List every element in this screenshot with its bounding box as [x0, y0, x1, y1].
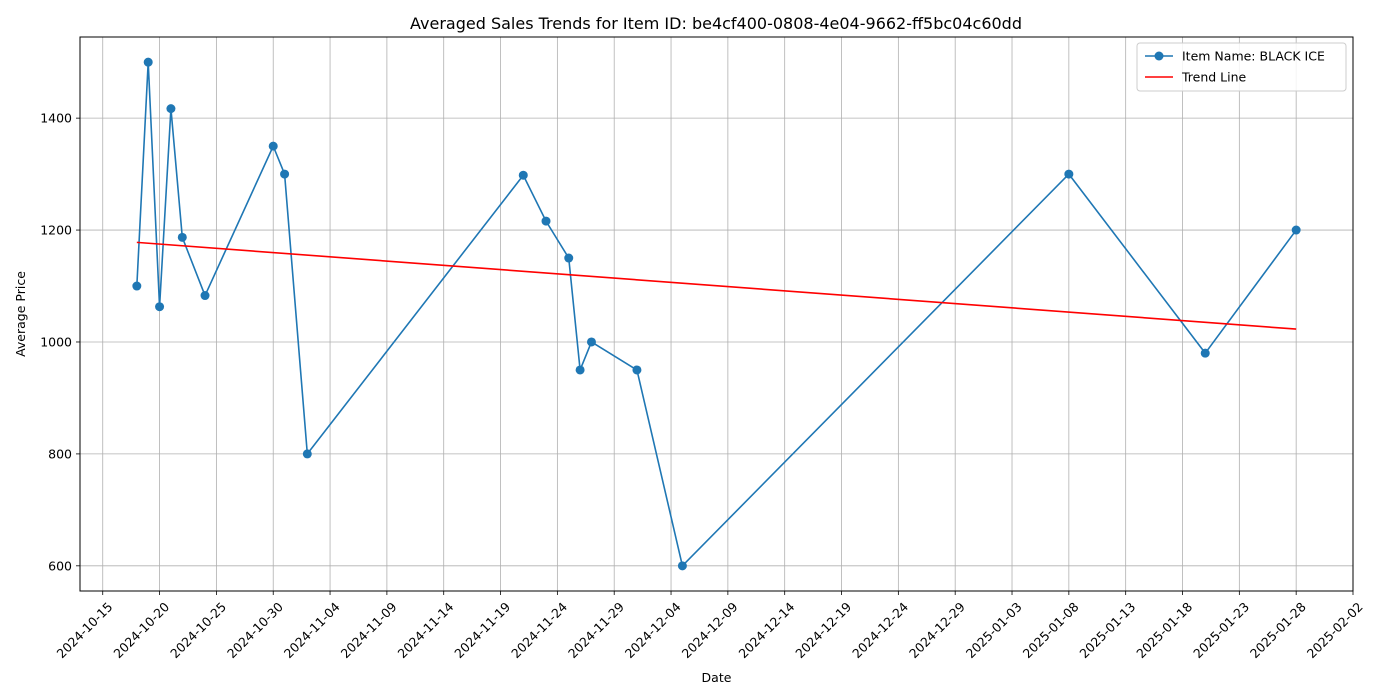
x-axis: 2024-10-152024-10-202024-10-252024-10-30…: [54, 591, 1366, 661]
x-tick-label: 2024-11-29: [565, 599, 627, 661]
data-point: [280, 169, 290, 179]
data-point: [586, 337, 596, 347]
x-tick-label: 2024-10-15: [54, 599, 116, 661]
x-axis-label: Date: [702, 670, 732, 685]
data-point: [155, 302, 165, 312]
y-tick-label: 1000: [40, 334, 72, 349]
x-tick-label: 2024-11-19: [451, 599, 513, 661]
legend-marker: [1154, 51, 1164, 61]
data-point: [143, 57, 153, 67]
legend: Item Name: BLACK ICE Trend Line: [1136, 42, 1347, 92]
x-tick-label: 2024-11-14: [394, 599, 456, 661]
x-tick-label: 2025-02-02: [1304, 599, 1366, 661]
data-point: [632, 365, 642, 375]
data-point: [132, 281, 142, 291]
x-tick-label: 2025-01-23: [1190, 599, 1252, 661]
x-tick-label: 2024-10-25: [167, 599, 229, 661]
x-tick-label: 2025-01-13: [1076, 599, 1138, 661]
data-point: [518, 170, 528, 180]
x-tick-label: 2024-11-24: [508, 599, 570, 661]
x-tick-label: 2024-12-14: [735, 599, 797, 661]
data-point: [1200, 348, 1210, 358]
axes-frame: [79, 36, 1354, 592]
x-tick-label: 2025-01-08: [1020, 599, 1082, 661]
x-tick-label: 2024-10-20: [110, 599, 172, 661]
x-tick-label: 2025-01-03: [963, 599, 1025, 661]
chart-title: Averaged Sales Trends for Item ID: be4cf…: [410, 14, 1022, 33]
data-point: [541, 216, 551, 226]
y-axis-label: Average Price: [13, 271, 28, 357]
x-tick-label: 2025-01-18: [1133, 599, 1195, 661]
legend-box: [1136, 42, 1347, 92]
data-point: [268, 141, 278, 151]
data-point: [564, 253, 574, 263]
y-tick-label: 1400: [40, 111, 72, 126]
grid: [80, 37, 1354, 591]
x-tick-label: 2024-12-04: [622, 599, 684, 661]
plot-area: [132, 57, 1301, 571]
x-tick-label: 2024-12-24: [849, 599, 911, 661]
series-line-black-ice: [136, 62, 1297, 568]
trend-line: [136, 241, 1297, 330]
x-tick-label: 2024-11-09: [338, 599, 400, 661]
x-tick-label: 2024-12-09: [679, 599, 741, 661]
data-point: [302, 449, 312, 459]
y-tick-label: 600: [48, 558, 72, 573]
x-tick-label: 2024-12-29: [906, 599, 968, 661]
legend-label: Trend Line: [1181, 70, 1247, 85]
x-tick-label: 2024-11-04: [281, 599, 343, 661]
data-point: [677, 561, 687, 571]
data-point: [1064, 169, 1074, 179]
legend-label: Item Name: BLACK ICE: [1182, 49, 1325, 64]
data-point: [200, 291, 210, 301]
y-tick-label: 1200: [40, 223, 72, 238]
x-tick-label: 2024-10-30: [224, 599, 286, 661]
y-tick-label: 800: [48, 446, 72, 461]
y-axis: 600 800 1000 1200 1400: [40, 111, 80, 573]
data-point: [166, 104, 176, 114]
data-point: [177, 232, 187, 242]
x-tick-label: 2025-01-28: [1247, 599, 1309, 661]
x-tick-label: 2024-12-19: [792, 599, 854, 661]
data-point: [1291, 225, 1301, 235]
data-point: [575, 365, 585, 375]
